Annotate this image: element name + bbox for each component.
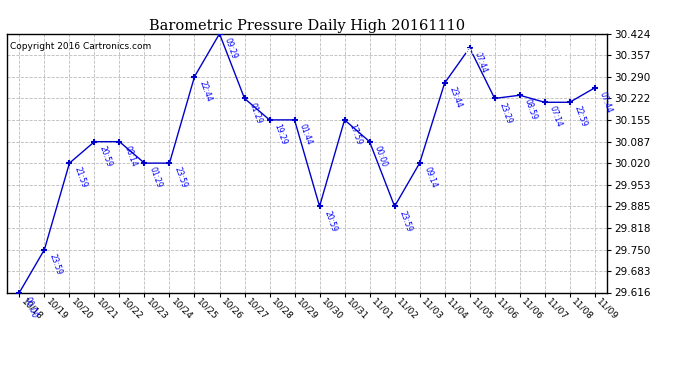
Title: Barometric Pressure Daily High 20161110: Barometric Pressure Daily High 20161110 <box>149 19 465 33</box>
Text: 22:44: 22:44 <box>197 80 213 103</box>
Text: 09:14: 09:14 <box>422 166 438 189</box>
Text: 23:59: 23:59 <box>397 209 413 233</box>
Text: 23:59: 23:59 <box>172 166 188 189</box>
Text: 17:59: 17:59 <box>347 123 364 146</box>
Text: 09:29: 09:29 <box>222 36 238 60</box>
Text: Copyright 2016 Cartronics.com: Copyright 2016 Cartronics.com <box>10 42 151 51</box>
Text: 23:59: 23:59 <box>47 252 63 276</box>
Text: 22:59: 22:59 <box>573 105 589 129</box>
Text: 19:29: 19:29 <box>273 123 288 146</box>
Text: 08:59: 08:59 <box>522 98 538 122</box>
Text: 07:44: 07:44 <box>473 51 489 74</box>
Text: 01:44: 01:44 <box>297 123 313 146</box>
Text: 07:14: 07:14 <box>547 105 564 129</box>
Text: 01:29: 01:29 <box>247 101 263 125</box>
Text: 23:29: 23:29 <box>497 101 513 125</box>
Text: 20:59: 20:59 <box>97 144 113 168</box>
Text: 00:00: 00:00 <box>373 144 388 168</box>
Text: 23:44: 23:44 <box>447 86 464 109</box>
Text: 21:59: 21:59 <box>72 166 88 189</box>
Text: 20:59: 20:59 <box>322 209 338 233</box>
Text: 01:29: 01:29 <box>147 166 163 189</box>
Text: 08:14: 08:14 <box>122 144 138 168</box>
Text: 00:00: 00:00 <box>22 295 38 319</box>
Text: 07:44: 07:44 <box>598 91 613 114</box>
